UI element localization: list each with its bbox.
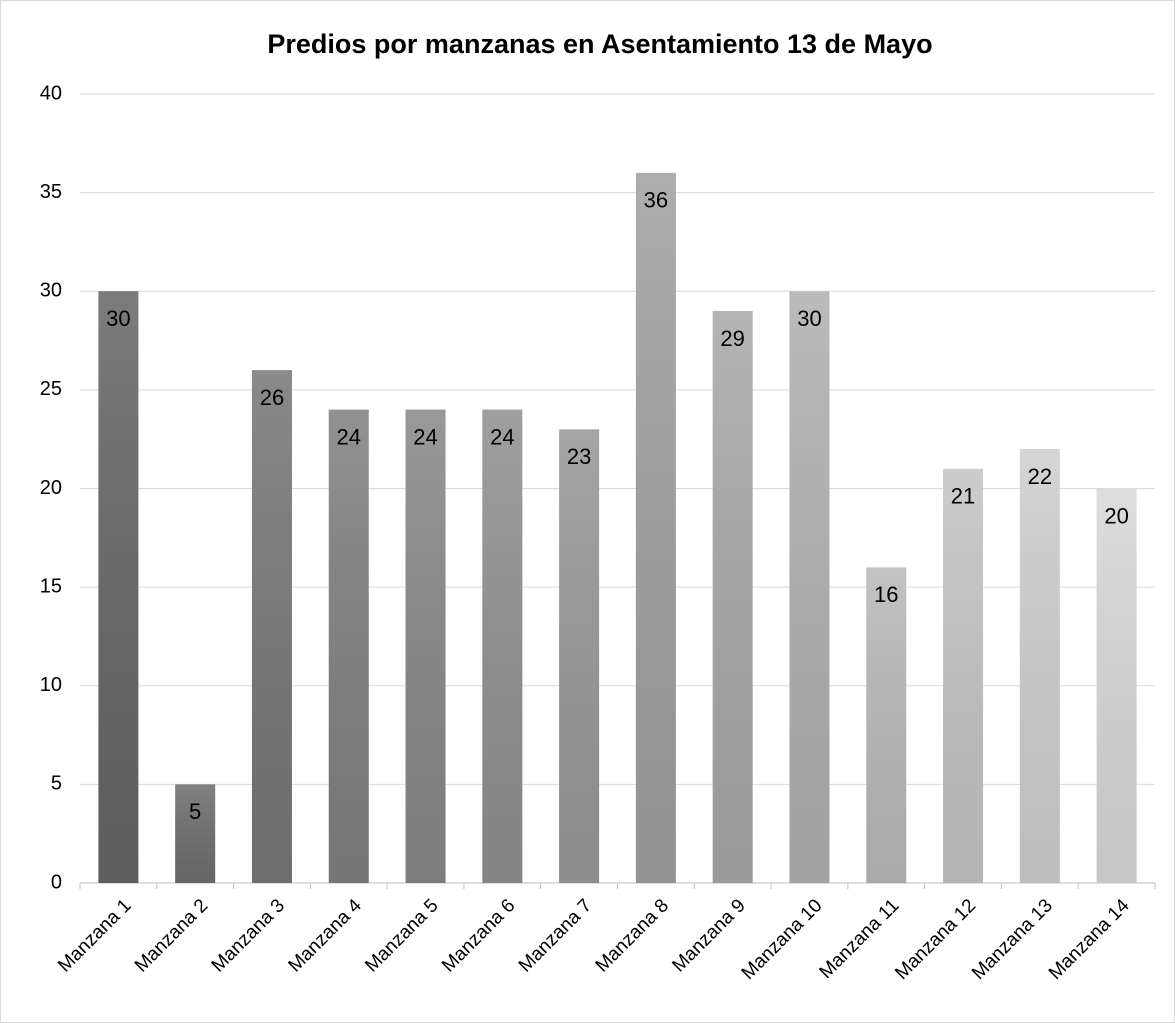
bar-shade <box>1096 488 1137 883</box>
bar-shade <box>943 468 984 883</box>
data-label: 24 <box>490 424 514 449</box>
data-label: 16 <box>874 582 898 607</box>
bar-shade <box>328 409 369 883</box>
y-tick-label: 20 <box>40 477 62 499</box>
y-tick-label: 35 <box>40 181 62 203</box>
data-label: 22 <box>1028 464 1052 489</box>
bar-shade <box>175 784 216 883</box>
bar-shade <box>405 409 446 883</box>
bar-shade <box>712 310 753 884</box>
bar-shade <box>251 370 292 883</box>
y-tick-label: 5 <box>51 773 62 795</box>
data-label: 21 <box>951 484 975 509</box>
data-label: 30 <box>797 306 821 331</box>
data-label: 30 <box>106 306 130 331</box>
data-label: 24 <box>337 424 361 449</box>
data-label: 26 <box>260 385 284 410</box>
chart-title: Predios por manzanas en Asentamiento 13 … <box>267 29 932 59</box>
bar-shade <box>789 291 830 883</box>
bar-shade <box>559 429 600 883</box>
y-tick-label: 0 <box>51 871 62 893</box>
bar-shade <box>866 567 907 883</box>
data-label: 23 <box>567 444 591 469</box>
data-label: 36 <box>644 188 668 213</box>
bar-shade <box>482 409 523 883</box>
y-tick-label: 25 <box>40 378 62 400</box>
y-tick-label: 30 <box>40 280 62 302</box>
bar-shade <box>98 291 139 883</box>
data-label: 5 <box>189 799 201 824</box>
data-label: 20 <box>1104 503 1128 528</box>
y-tick-label: 10 <box>40 674 62 696</box>
y-tick-label: 40 <box>40 82 62 104</box>
bar-shade <box>635 172 676 883</box>
data-label: 24 <box>413 424 437 449</box>
y-tick-label: 15 <box>40 575 62 597</box>
data-label: 29 <box>720 326 744 351</box>
bar-shade <box>1019 449 1060 883</box>
